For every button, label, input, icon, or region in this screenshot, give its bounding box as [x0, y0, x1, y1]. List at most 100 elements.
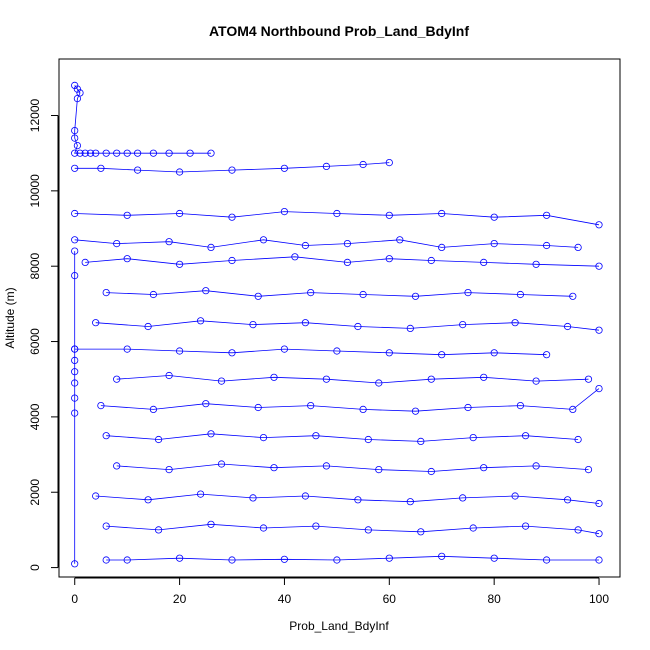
data-point [149, 405, 157, 413]
chart-title: ATOM4 Northbound Prob_Land_BdyInf [209, 23, 469, 39]
data-point [307, 401, 315, 410]
data-point [280, 555, 288, 563]
data-point [595, 556, 603, 564]
data-point [176, 347, 184, 355]
data-point [459, 494, 467, 502]
data-point [521, 522, 530, 530]
data-point [71, 560, 79, 568]
data-point [385, 554, 393, 562]
data-point [113, 240, 121, 248]
data-point [542, 556, 551, 564]
data-point [490, 554, 498, 562]
data-point [411, 292, 420, 300]
data-point [542, 241, 551, 250]
data-point [343, 240, 351, 248]
data-point [427, 256, 435, 265]
x-axis-label: Prob_Land_BdyInf [289, 619, 389, 633]
data-point [197, 490, 205, 498]
data-point [217, 377, 226, 385]
data-point [333, 556, 341, 564]
data-point [254, 292, 262, 300]
plot-points [71, 81, 603, 568]
data-point [134, 166, 142, 174]
data-point [81, 258, 89, 266]
data-point [516, 290, 525, 299]
data-point [532, 377, 540, 385]
data-point [73, 95, 82, 103]
series-line-12 [116, 463, 589, 472]
series-line-3 [74, 211, 600, 226]
data-point [490, 240, 498, 248]
data-point [165, 149, 173, 157]
data-point [149, 149, 157, 157]
data-point [71, 127, 79, 135]
data-point [144, 322, 152, 331]
data-point [532, 462, 540, 470]
data-point [92, 149, 100, 157]
data-point [207, 243, 215, 251]
series-line-4 [74, 239, 579, 248]
x-tick-label: 80 [487, 592, 501, 606]
data-point [71, 394, 79, 402]
series-line-15 [106, 555, 599, 561]
series-line-8 [74, 348, 547, 356]
data-point [123, 255, 131, 263]
y-axis: 0 2000 4000 6000 8000 10000 12000 [28, 99, 59, 571]
data-point [511, 319, 519, 327]
data-point [464, 403, 472, 412]
data-point [542, 351, 551, 359]
data-point [134, 149, 142, 157]
data-point [97, 164, 105, 172]
data-point [249, 320, 257, 329]
data-point [438, 552, 446, 560]
data-point [459, 320, 467, 329]
data-point [76, 149, 84, 157]
data-point [71, 379, 79, 387]
data-point [280, 345, 288, 353]
data-point [359, 160, 367, 169]
data-point [480, 373, 488, 381]
x-axis: 0 20 40 60 80 100 [71, 577, 609, 606]
data-point [76, 89, 84, 97]
data-point [427, 467, 435, 476]
y-tick-label: 2000 [28, 479, 42, 506]
data-point [71, 81, 79, 90]
data-point [280, 208, 288, 216]
series-line-13 [95, 493, 600, 504]
x-tick-label: 100 [589, 592, 609, 606]
data-point [176, 260, 184, 268]
data-point [186, 149, 194, 157]
data-point [155, 526, 163, 534]
data-point [411, 407, 420, 415]
y-tick-label: 4000 [28, 403, 42, 430]
data-point [228, 166, 236, 174]
data-point [521, 432, 530, 440]
data-point [595, 262, 603, 270]
data-point [307, 288, 315, 297]
data-point [595, 499, 603, 508]
data-point [86, 149, 95, 157]
data-point [270, 373, 278, 381]
x-tick-label: 0 [71, 592, 78, 606]
data-point [254, 403, 262, 412]
data-point [464, 288, 472, 297]
data-point [165, 371, 173, 380]
data-point [364, 435, 372, 444]
data-point [569, 292, 577, 300]
data-point [155, 435, 163, 444]
data-point [516, 401, 525, 410]
data-point [375, 379, 383, 387]
data-point [71, 236, 79, 244]
data-point [207, 520, 215, 528]
y-tick-label: 10000 [28, 174, 42, 208]
data-point [113, 149, 121, 157]
data-point [176, 554, 184, 562]
data-point [354, 496, 362, 504]
data-point [123, 556, 131, 564]
series-line-14 [106, 523, 600, 535]
data-point [149, 290, 157, 299]
data-point [259, 524, 268, 532]
data-point [202, 400, 210, 408]
data-point [385, 159, 393, 167]
data-point [71, 345, 79, 353]
